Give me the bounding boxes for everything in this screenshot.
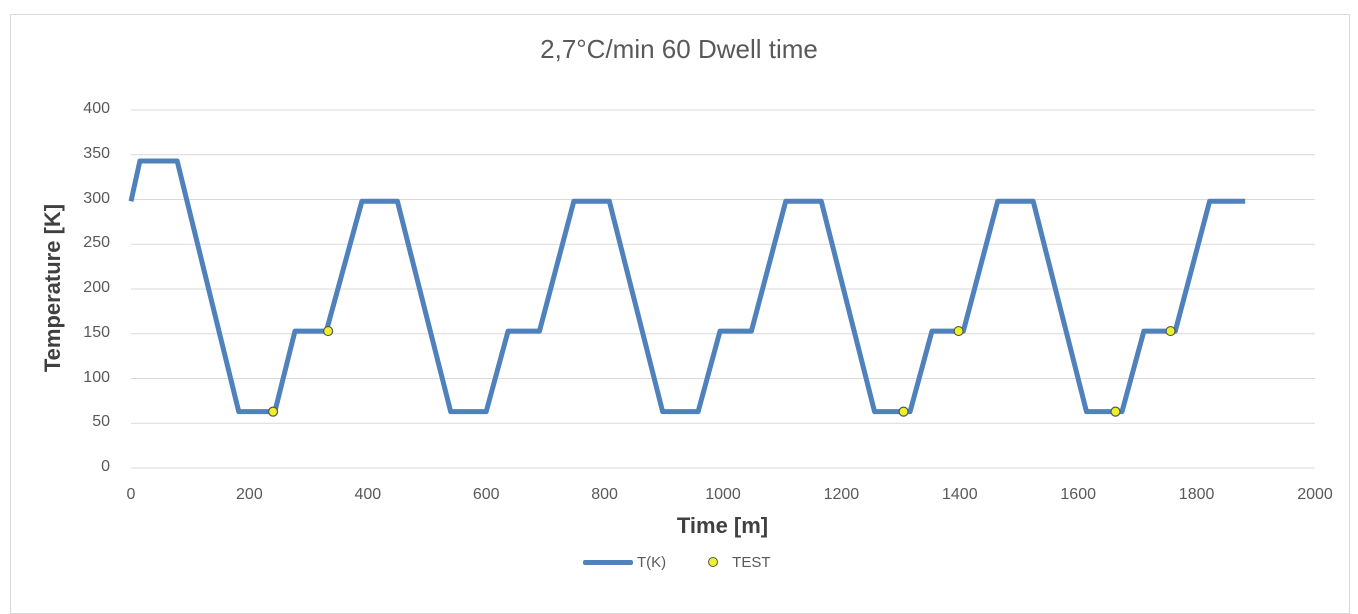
- x-tick-label: 1800: [1178, 486, 1215, 503]
- y-axis-label: Temperature [K]: [40, 203, 65, 373]
- x-tick-label: 1600: [1060, 486, 1096, 503]
- x-tick-label: 600: [472, 486, 500, 503]
- x-tick-label: 2000: [1297, 486, 1333, 503]
- test-point: [953, 325, 964, 337]
- x-tick-label: 1400: [942, 486, 978, 503]
- y-tick-label: 350: [83, 144, 110, 162]
- marker-layer: [267, 325, 1176, 417]
- x-tick-label: 800: [591, 486, 618, 503]
- x-axis-label: Time [m]: [676, 513, 769, 538]
- chart-title: 2,7°C/min 60 Dwell time: [540, 34, 818, 64]
- test-point: [267, 406, 279, 417]
- series-line-tk: [128, 158, 1246, 415]
- y-tick-label: 0: [101, 458, 110, 475]
- legend-label-tk: T(K): [637, 553, 667, 571]
- x-tick-label: 200: [236, 486, 263, 503]
- test-point: [323, 325, 334, 337]
- x-tick-label: 400: [354, 486, 382, 503]
- legend-line-swatch: [583, 559, 633, 565]
- y-tick-label: 200: [83, 279, 110, 296]
- y-tick-label: 400: [83, 100, 110, 117]
- grid-lines: [131, 109, 1315, 469]
- x-tick-label: 0: [126, 486, 136, 503]
- y-tick-label: 100: [83, 368, 110, 386]
- y-tick-label: 250: [83, 234, 110, 252]
- x-tick-label: 1000: [705, 486, 741, 503]
- y-tick-label: 150: [83, 323, 110, 341]
- legend-label-test: TEST: [732, 553, 771, 571]
- test-point: [898, 406, 909, 417]
- legend: T(K) TEST: [583, 551, 771, 573]
- y-tick-label: 50: [92, 413, 110, 431]
- test-point: [1110, 406, 1121, 417]
- chart-plot-area: [128, 109, 1315, 469]
- chart-frame: [10, 14, 1350, 614]
- legend-marker-swatch: [708, 557, 719, 567]
- series-layer: [128, 158, 1246, 415]
- test-point: [1165, 325, 1176, 337]
- y-tick-label: 300: [83, 189, 110, 207]
- x-tick-label: 1200: [823, 486, 860, 503]
